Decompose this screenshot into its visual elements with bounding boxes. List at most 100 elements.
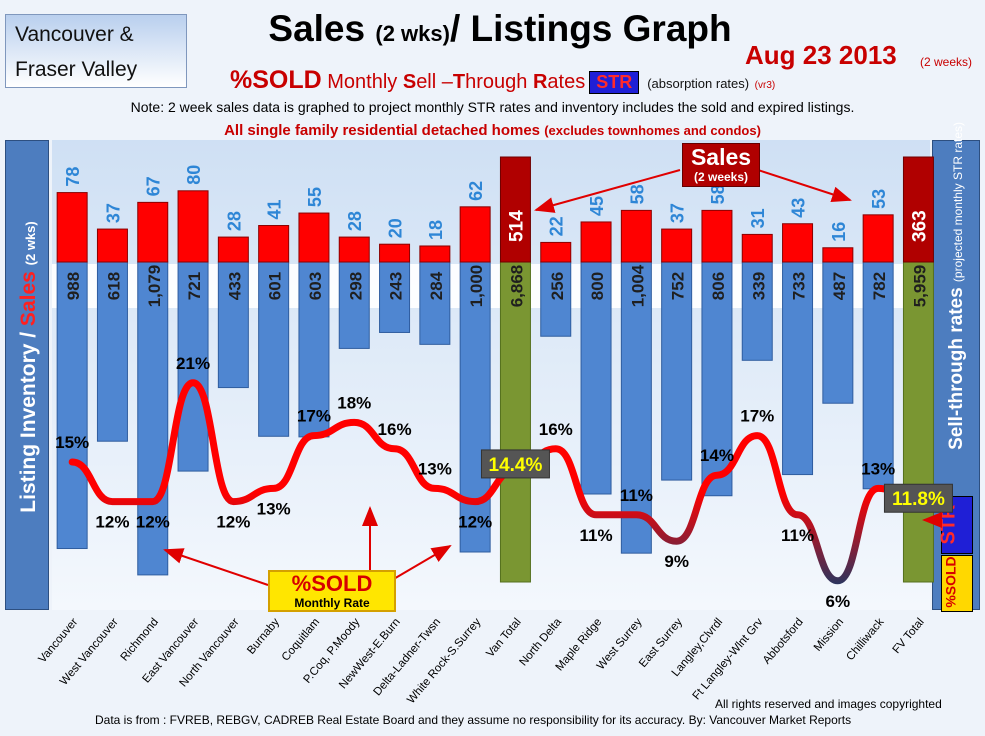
category-label: Ft Langley-Wlnt Grv <box>691 616 766 702</box>
region-line-2: Fraser Valley <box>15 58 138 81</box>
subtitle-s1: Monthly <box>327 71 403 93</box>
str-label: 16% <box>378 420 412 439</box>
sales-bar <box>620 209 652 263</box>
inventory-bar <box>419 261 451 345</box>
category-label: Richmond <box>119 616 161 663</box>
sold-callout-sub: Monthly Rate <box>294 596 370 610</box>
inventory-label: 800 <box>588 272 607 300</box>
subtitle-version: (vr3) <box>754 80 776 91</box>
category-label: FV Total <box>891 616 927 656</box>
sales-label: 22 <box>547 216 567 236</box>
subtitle-absorption: (absorption rates) <box>647 76 750 91</box>
str-label: 21% <box>176 354 210 373</box>
category-label: Vancouver <box>36 616 80 665</box>
str-label: 13% <box>257 499 291 518</box>
str-badge: STR <box>589 71 640 94</box>
sales-label: 55 <box>305 187 325 207</box>
title-wks: (2 wks) <box>375 21 450 46</box>
inventory-label: 339 <box>749 272 768 300</box>
sales-label: 53 <box>869 189 889 209</box>
subtitle-s3: hrough <box>465 71 533 93</box>
subtitle-T: T <box>452 71 466 93</box>
sales-label: 78 <box>63 167 83 187</box>
inventory-label: 5,959 <box>910 265 929 308</box>
str-label: 12% <box>216 513 250 532</box>
inventory-label: 618 <box>104 272 123 300</box>
str-label: 12% <box>136 513 170 532</box>
inventory-label: 1,000 <box>467 265 486 308</box>
inventory-bar <box>540 261 572 337</box>
sales-label: 41 <box>265 199 285 219</box>
sales-label: 67 <box>144 176 164 196</box>
inventory-label: 284 <box>427 271 446 300</box>
inventory-label: 752 <box>669 272 688 300</box>
str-label: 12% <box>95 513 129 532</box>
category-label: White Rock-S.Surrey <box>405 616 483 706</box>
sales-label: 45 <box>587 196 607 216</box>
category-label: Van Total <box>484 616 523 660</box>
sales-bar <box>580 221 612 263</box>
sales-bar <box>298 212 330 263</box>
str-label: 11% <box>781 526 814 545</box>
str-label: 11.8% <box>892 489 945 510</box>
report-date: Aug 23 2013 <box>745 40 897 70</box>
region-line-1: Vancouver & <box>15 23 134 46</box>
inventory-bar <box>338 261 370 349</box>
inventory-label: 487 <box>830 272 849 300</box>
sales-label: 58 <box>708 184 728 204</box>
str-label: 11% <box>580 526 613 545</box>
sales-bar <box>217 236 249 263</box>
inventory-bar <box>902 261 934 583</box>
sold-side-badge: %SOLD <box>941 555 973 612</box>
inventory-label: 256 <box>548 272 567 300</box>
sales-bar <box>499 156 531 263</box>
inventory-label: 6,868 <box>507 265 526 308</box>
chart-subtitle: %SOLD Monthly Sell –Through Rates STR (abs… <box>230 66 775 95</box>
sales-bar <box>782 223 814 263</box>
sales-callout-sub: (2 weeks) <box>693 170 749 184</box>
sales-bar <box>661 228 693 263</box>
sales-callout: Sales (2 weeks) <box>682 143 760 187</box>
inventory-label: 243 <box>387 272 406 300</box>
sales-label: 62 <box>466 181 486 201</box>
inventory-label: 806 <box>709 272 728 300</box>
inventory-bar <box>258 261 290 437</box>
inventory-label: 433 <box>225 272 244 300</box>
sales-label: 31 <box>748 208 768 228</box>
inventory-label: 988 <box>64 272 83 300</box>
sales-bar <box>701 209 733 263</box>
inventory-bar <box>56 261 88 550</box>
sales-callout-arrow <box>757 169 852 203</box>
inventory-bar <box>701 261 733 497</box>
str-label: 14.4% <box>489 455 543 476</box>
inventory-bar <box>177 261 209 472</box>
inventory-bar <box>217 261 249 389</box>
str-label: 16% <box>539 420 573 439</box>
str-total-box <box>883 483 953 513</box>
chart-title: Sales (2 wks)/ Listings Graph <box>220 8 780 50</box>
sales-label: 28 <box>224 211 244 231</box>
inventory-label: 601 <box>266 272 285 300</box>
region-box: Vancouver & Fraser Valley <box>5 14 187 88</box>
str-label: 13% <box>418 459 452 478</box>
inventory-bar <box>822 261 854 404</box>
subtitle-s4: ates <box>547 71 586 93</box>
str-label: 14% <box>700 446 734 465</box>
homes-main: All single family residential detached h… <box>224 122 541 139</box>
sales-bar <box>137 201 169 263</box>
sales-label: 80 <box>184 165 204 185</box>
sales-bar <box>419 245 451 263</box>
sales-bar <box>459 206 491 263</box>
subtitle-R: R <box>532 71 548 93</box>
inventory-bar <box>379 261 411 333</box>
sales-label: 43 <box>789 198 809 218</box>
str-label: 15% <box>55 433 89 452</box>
report-date-note: (2 weeks) <box>920 55 973 69</box>
sold-callout-arrow <box>163 548 269 586</box>
sales-bar <box>822 247 854 263</box>
inventory-bar <box>96 261 128 442</box>
sales-label: 37 <box>103 203 123 223</box>
sales-bar <box>902 156 934 263</box>
left-axis-panel: Listing Inventory / Sales (2 wks) <box>5 140 49 610</box>
str-label: 17% <box>297 407 331 426</box>
